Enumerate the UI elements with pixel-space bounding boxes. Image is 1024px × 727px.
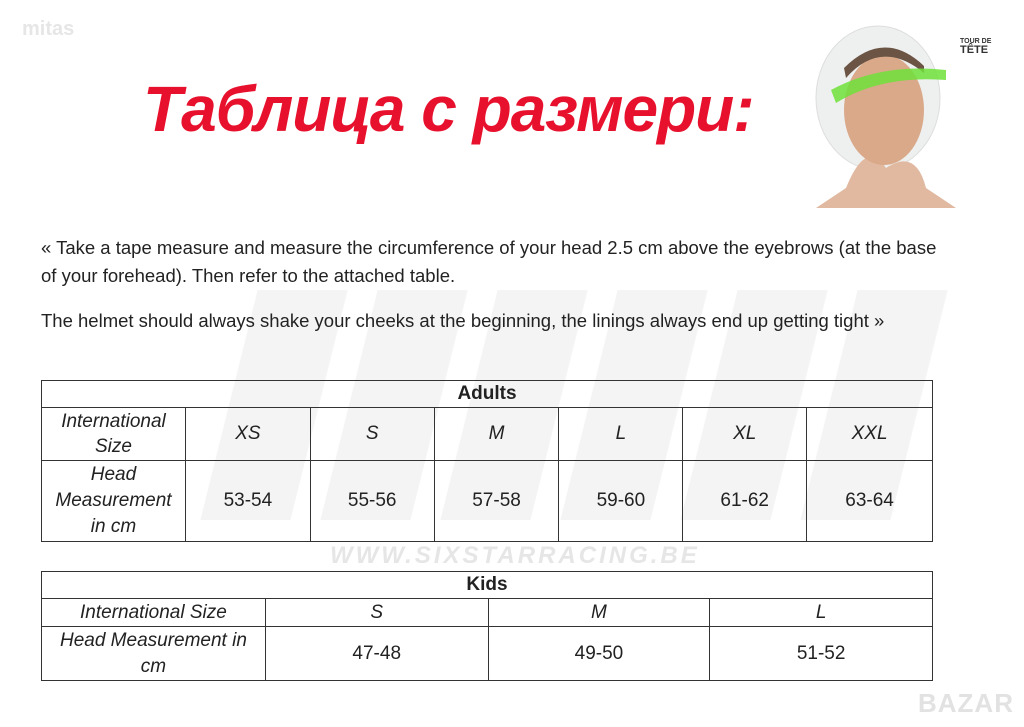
tour-de-tete-label: TOUR DE TÊTE bbox=[960, 38, 992, 56]
size-label: International Size bbox=[41, 598, 266, 627]
kids-size-table: Kids International Size S M L Head Measu… bbox=[41, 571, 933, 681]
adults-size-table: Adults International Size XS S M L XL XX… bbox=[41, 380, 933, 542]
size-cell: M bbox=[487, 598, 711, 627]
page-title: Таблица с размери: bbox=[143, 73, 755, 145]
measure-cell: 47-48 bbox=[264, 626, 489, 681]
measure-cell: 59-60 bbox=[558, 460, 684, 542]
adults-heading: Adults bbox=[41, 380, 933, 408]
measure-cell: 61-62 bbox=[682, 460, 808, 542]
fit-paragraph: The helmet should always shake your chee… bbox=[41, 310, 885, 331]
watermark-mitas: mitas bbox=[22, 18, 75, 40]
watermark-bazar: BAZAR bbox=[918, 688, 1014, 718]
size-cell: S bbox=[264, 598, 489, 627]
size-label: International Size bbox=[41, 407, 186, 461]
watermark-url: WWW.SIXSTARRACING.BE bbox=[330, 542, 700, 569]
measure-label: Head Measurement in cm bbox=[41, 460, 186, 542]
kids-heading: Kids bbox=[41, 571, 933, 599]
measure-cell: 55-56 bbox=[309, 460, 435, 542]
size-cell: L bbox=[558, 407, 684, 461]
measure-cell: 53-54 bbox=[184, 460, 311, 542]
measure-cell: 63-64 bbox=[806, 460, 933, 542]
head-measure-image bbox=[806, 18, 958, 208]
size-cell: M bbox=[433, 407, 560, 461]
measure-cell: 57-58 bbox=[433, 460, 560, 542]
size-cell: XS bbox=[184, 407, 311, 461]
size-cell: L bbox=[709, 598, 933, 627]
instruction-paragraph: « Take a tape measure and measure the ci… bbox=[41, 237, 937, 286]
measure-cell: 51-52 bbox=[709, 626, 933, 681]
measure-cell: 49-50 bbox=[487, 626, 711, 681]
size-cell: XXL bbox=[806, 407, 933, 461]
size-cell: XL bbox=[682, 407, 808, 461]
measure-label: Head Measurement in cm bbox=[41, 626, 266, 681]
size-cell: S bbox=[309, 407, 435, 461]
